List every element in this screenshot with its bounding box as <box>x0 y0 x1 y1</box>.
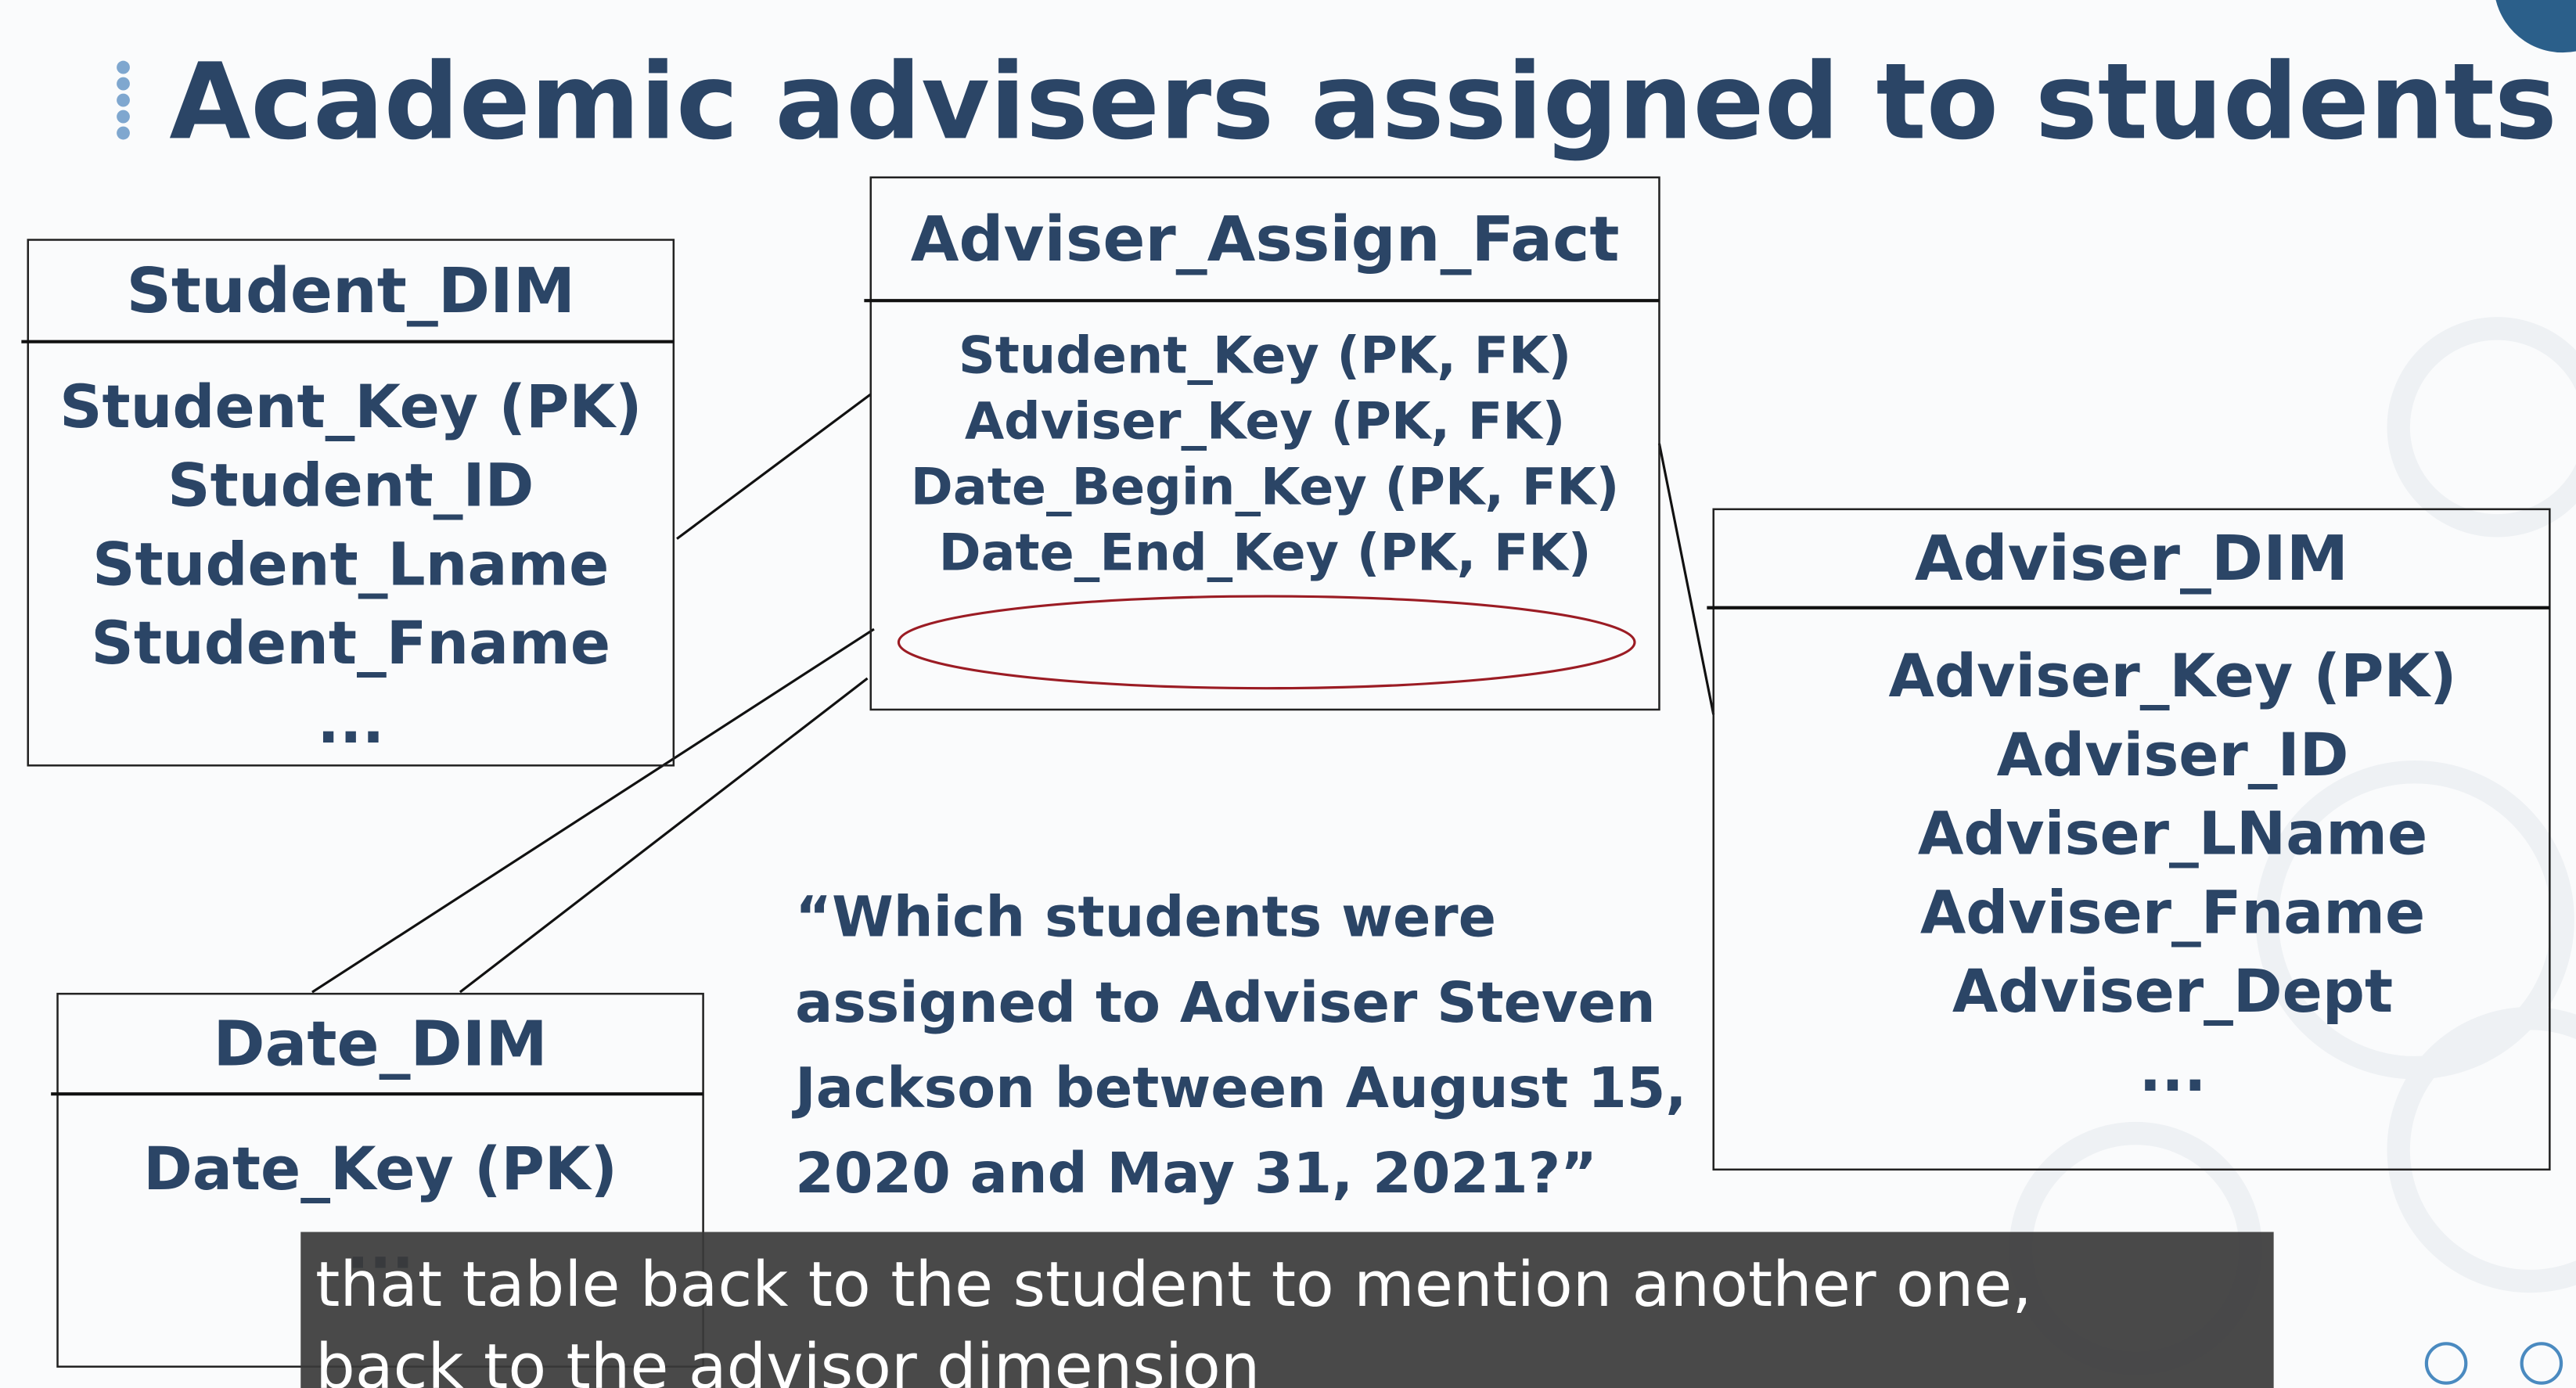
title-bullet <box>117 60 130 140</box>
table-name: Adviser_Assign_Fact <box>911 203 1620 275</box>
question-line: Jackson between August 15, <box>792 1055 1686 1120</box>
question-line: 2020 and May 31, 2021?” <box>795 1141 1597 1206</box>
table-field: Adviser_Fname <box>1920 878 2425 947</box>
table-field: Adviser_LName <box>1918 800 2427 868</box>
slide-title: Academic advisers assigned to students <box>169 40 2557 163</box>
table-box <box>869 176 1660 711</box>
table-field: Adviser_Key (PK) <box>1889 642 2457 710</box>
table-field: Date_Key (PK) <box>143 1134 617 1203</box>
table-field: Date_Begin_Key (PK, FK) <box>911 458 1620 517</box>
connectors <box>311 393 1715 994</box>
caption-box <box>300 1232 2274 1388</box>
caption-line: back to the advisor dimension <box>315 1330 1260 1388</box>
table: Student_DIM Student_Key (PK) Student_ID Stu… <box>21 239 675 767</box>
table-field: Adviser_Dept <box>1952 957 2393 1026</box>
table-field: Student_Key (PK, FK) <box>959 327 1571 386</box>
nav-buttons[interactable] <box>2424 1342 2563 1385</box>
table-box <box>1712 508 2551 1171</box>
table-name: Date_DIM <box>213 1007 547 1080</box>
table-field: Date_End_Key (PK, FK) <box>939 523 1592 582</box>
question-line: assigned to Adviser Steven <box>795 970 1656 1035</box>
corner-badge <box>2495 0 2576 53</box>
table: Adviser_Assign_Fact Student_Key (PK, FK) A… <box>864 176 1660 711</box>
table-field: Adviser_ID <box>1997 721 2349 789</box>
caption-line: that table back to the student to mentio… <box>315 1248 2032 1321</box>
table-name: Student_DIM <box>126 254 575 327</box>
table-box <box>27 239 675 767</box>
table-field: Student_ID <box>167 451 534 520</box>
question-line: “Which students were <box>795 885 1496 950</box>
table-name: Adviser_DIM <box>1915 522 2348 595</box>
table-field: Student_Key (PK) <box>59 372 642 441</box>
table-field: Student_Fname <box>91 609 610 678</box>
table-field: ... <box>317 688 384 757</box>
table-field: ... <box>2139 1036 2206 1105</box>
highlight-ellipse <box>897 595 1636 690</box>
table-field: Student_Lname <box>92 530 609 599</box>
table: Adviser_DIM Adviser_Key (PK) Adviser_ID Adv… <box>1707 508 2551 1171</box>
table-field: Adviser_Key (PK, FK) <box>965 393 1566 451</box>
